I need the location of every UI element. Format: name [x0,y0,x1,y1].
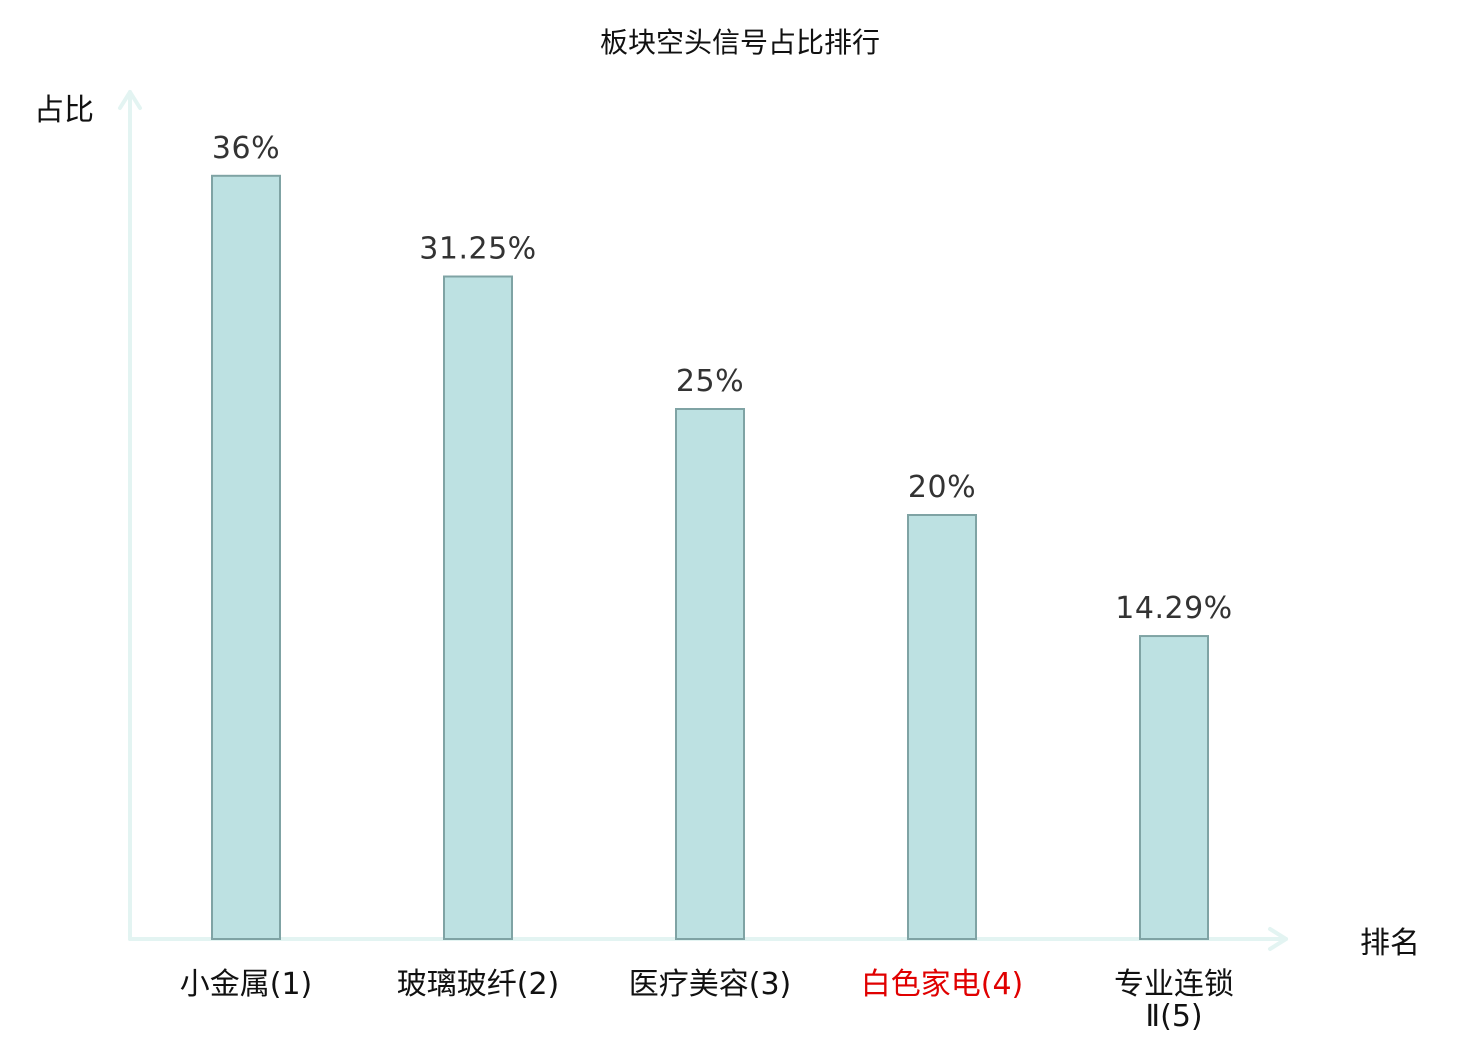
bar-3 [675,408,745,940]
bars [211,174,1209,941]
bar-5 [1139,635,1209,940]
value-label-2: 31.25% [419,232,536,267]
bar-1 [211,174,281,941]
category-label-4: 白色家电(4) [861,967,1024,1002]
category-label-5-line-2: Ⅱ(5) [1145,999,1202,1034]
y-axis-arrow [118,90,142,110]
category-label-3: 医疗美容(3) [629,967,792,1002]
x-axis-arrow [1268,927,1288,951]
bar-4 [907,514,977,940]
value-label-5: 14.29% [1115,591,1232,626]
category-label-1: 小金属(1) [180,967,313,1002]
x-axis-label: 排名 [1360,926,1420,961]
chart-title: 板块空头信号占比排行 [600,26,880,59]
category-label-2: 玻璃玻纤(2) [397,967,560,1002]
value-label-4: 20% [908,470,976,505]
value-label-3: 25% [676,364,744,399]
category-label-5-line-1: 专业连锁 [1114,967,1234,1002]
bar-2 [443,275,513,940]
value-label-1: 36% [212,131,280,166]
y-axis-label: 占比 [34,93,94,128]
value-labels: 36% 31.25% 25% 20% 14.29% [212,131,1232,626]
